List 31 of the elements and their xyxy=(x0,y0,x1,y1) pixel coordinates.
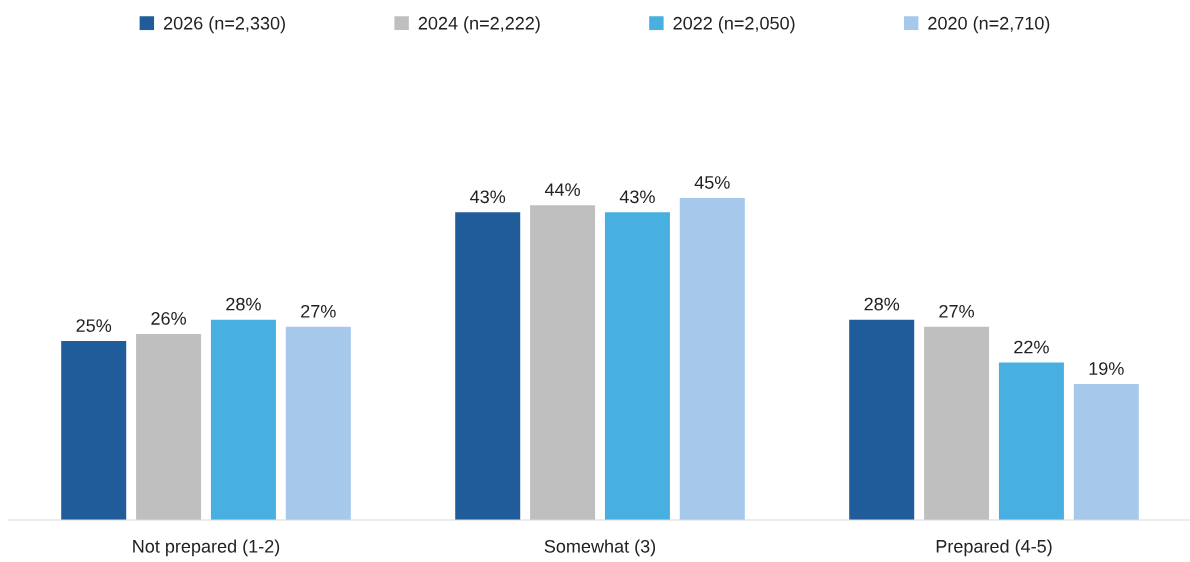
bar xyxy=(210,319,276,520)
legend-label: 2020 (n=2,710) xyxy=(928,16,1050,34)
x-tick-label: Somewhat (3) xyxy=(544,539,656,557)
data-label: 27% xyxy=(939,304,974,318)
bar xyxy=(998,362,1064,520)
x-tick-label: Prepared (4-5) xyxy=(936,539,1052,557)
legend-label: 2024 (n=2,222) xyxy=(418,16,540,34)
bar xyxy=(455,212,521,520)
bar xyxy=(136,333,202,520)
bar xyxy=(849,319,915,520)
data-label: 19% xyxy=(1089,362,1124,375)
data-label: 44% xyxy=(544,183,580,196)
data-label: 28% xyxy=(864,297,900,311)
x-tick-label: Not prepared (1-2) xyxy=(133,539,280,557)
data-label: 43% xyxy=(619,190,655,204)
data-label: 25% xyxy=(76,319,112,332)
bar xyxy=(679,198,745,520)
data-label: 43% xyxy=(470,190,506,204)
data-label: 27% xyxy=(301,304,336,318)
bar xyxy=(61,341,127,520)
data-label: 26% xyxy=(151,312,186,325)
data-label: 28% xyxy=(226,297,261,311)
bar xyxy=(924,326,990,520)
data-label: 22% xyxy=(1014,340,1049,354)
bar xyxy=(285,326,351,520)
bar xyxy=(1073,384,1139,520)
bar xyxy=(604,212,670,520)
data-label: 45% xyxy=(694,176,730,189)
bar xyxy=(530,205,596,520)
legend-label: 2026 (n=2,330) xyxy=(164,16,285,34)
legend-label: 2022 (n=2,050) xyxy=(673,16,795,34)
